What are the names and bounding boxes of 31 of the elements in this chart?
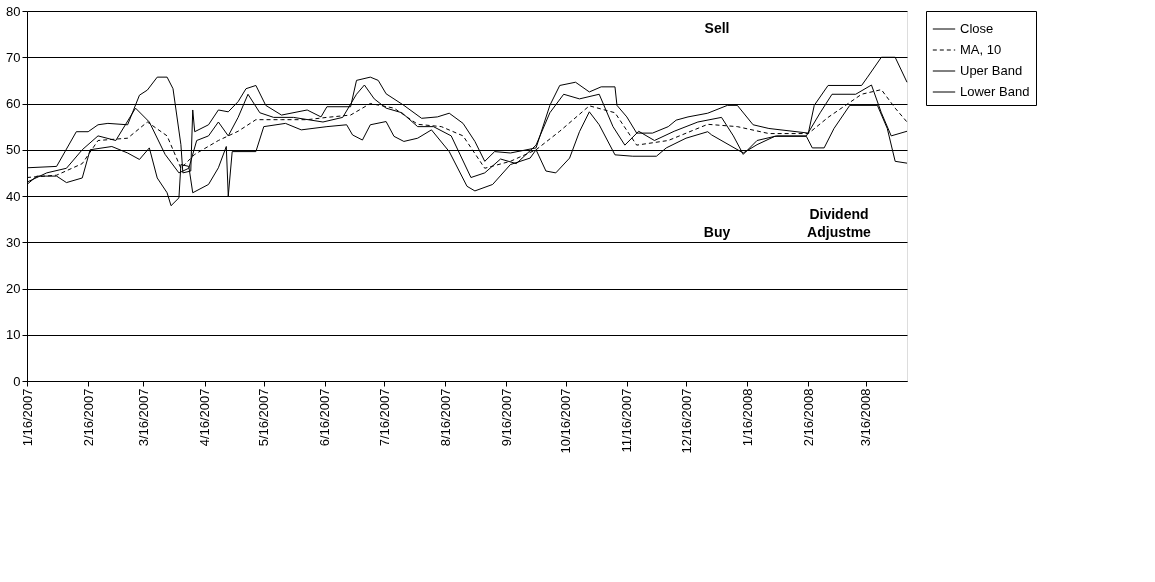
annotation: Sell <box>704 20 730 36</box>
annotation: Buy <box>703 224 731 240</box>
x-tick-label: 9/16/2007 <box>498 388 514 447</box>
y-tick-label: 40 <box>6 188 21 204</box>
x-tick-label: 1/16/2007 <box>19 388 35 447</box>
x-tick-label: 2/16/2007 <box>80 388 96 447</box>
x-tick-label: 5/16/2007 <box>256 388 272 447</box>
x-tick-label: 8/16/2007 <box>437 388 453 447</box>
legend-label: MA, 10 <box>960 42 1002 57</box>
x-tick-label: 6/16/2007 <box>317 388 333 447</box>
x-tick-label: 7/16/2007 <box>376 388 392 447</box>
x-tick-label: 1/16/2008 <box>739 388 755 447</box>
y-tick-label: 60 <box>6 96 21 111</box>
x-tick-label: 12/16/2007 <box>678 388 694 454</box>
annotation: Dividend Adjustme <box>807 206 872 240</box>
x-tick-label: 10/16/2007 <box>558 388 574 454</box>
x-tick-label: 4/16/2007 <box>197 388 213 447</box>
legend-label: Lower Band <box>960 84 1030 99</box>
legend-label: Close <box>960 21 994 36</box>
x-tick-label: 2/16/2008 <box>800 388 816 447</box>
y-tick-label: 80 <box>6 3 21 19</box>
y-tick-label: 0 <box>13 373 21 389</box>
y-tick-label: 50 <box>6 142 21 158</box>
x-tick-label: 3/16/2007 <box>135 388 151 447</box>
y-tick-label: 20 <box>6 281 21 296</box>
x-tick-label: 3/16/2008 <box>858 388 874 447</box>
x-tick-label: 11/16/2007 <box>619 388 635 453</box>
y-tick-label: 10 <box>6 327 21 343</box>
y-tick-label: 30 <box>6 234 21 250</box>
legend-label: Uper Band <box>960 63 1023 78</box>
y-tick-label: 70 <box>6 49 21 65</box>
